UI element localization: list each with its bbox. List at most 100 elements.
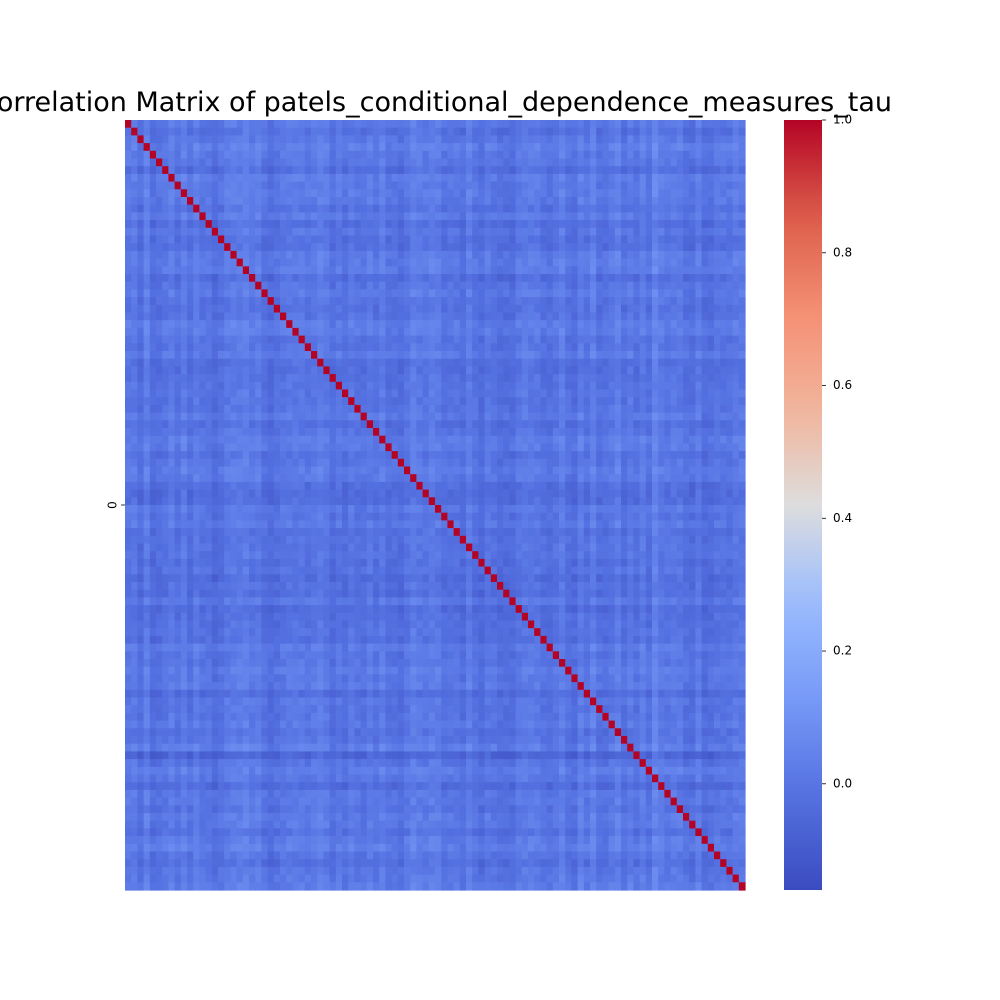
heatmap-cell xyxy=(503,189,510,198)
heatmap-cell xyxy=(497,351,504,360)
heatmap-cell xyxy=(249,481,256,491)
heatmap-cell xyxy=(521,366,529,375)
heatmap-cell xyxy=(701,158,709,167)
heatmap-cell xyxy=(280,120,287,129)
heatmap-cell xyxy=(540,412,548,421)
heatmap-cell xyxy=(205,351,213,360)
heatmap-cell xyxy=(503,497,510,506)
heatmap-cell xyxy=(497,227,504,237)
heatmap-cell xyxy=(317,143,324,152)
heatmap-cell xyxy=(652,135,659,144)
heatmap-cell xyxy=(590,351,597,360)
heatmap-cell xyxy=(515,297,523,306)
heatmap-cell xyxy=(670,458,678,468)
heatmap-cell xyxy=(193,389,200,398)
heatmap-cell xyxy=(342,343,349,352)
heatmap-cell xyxy=(242,474,250,483)
heatmap-cell xyxy=(255,150,262,160)
heatmap-cell xyxy=(236,135,244,144)
heatmap-cell xyxy=(149,404,157,414)
heatmap-cell xyxy=(583,397,591,406)
heatmap-cell xyxy=(329,327,337,337)
heatmap-cell xyxy=(168,312,176,321)
heatmap-cell xyxy=(335,235,343,244)
heatmap-cell xyxy=(385,173,393,183)
heatmap-cell xyxy=(354,274,362,283)
heatmap-cell xyxy=(645,212,653,221)
heatmap-cell xyxy=(428,266,436,275)
heatmap-cell xyxy=(459,428,467,437)
heatmap-cell xyxy=(596,343,603,352)
heatmap-cell xyxy=(559,274,566,283)
heatmap-cell xyxy=(701,381,709,391)
heatmap-cell xyxy=(298,281,306,290)
heatmap-cell xyxy=(676,312,684,321)
heatmap-cell xyxy=(422,312,430,321)
heatmap-cell xyxy=(652,351,659,360)
heatmap-cell xyxy=(478,266,486,275)
heatmap-cell xyxy=(540,381,548,391)
heatmap-cell xyxy=(466,435,473,444)
heatmap-cell xyxy=(633,443,641,452)
heatmap-cell xyxy=(726,335,734,344)
heatmap-cell xyxy=(509,197,517,206)
heatmap-cell xyxy=(559,320,566,329)
heatmap-cell xyxy=(571,358,579,367)
heatmap-cell xyxy=(125,466,132,475)
heatmap-cell-diagonal xyxy=(236,258,244,267)
heatmap-cell xyxy=(683,143,690,152)
heatmap-cell xyxy=(459,250,467,260)
heatmap-cell xyxy=(602,250,610,260)
heatmap-cell xyxy=(391,435,399,444)
heatmap-cell xyxy=(280,451,287,460)
heatmap-cell xyxy=(546,166,554,175)
heatmap-cell xyxy=(701,428,709,437)
heatmap-cell xyxy=(397,204,405,213)
heatmap-cell xyxy=(565,135,572,144)
heatmap-cells xyxy=(125,120,746,891)
heatmap-cell xyxy=(137,212,145,221)
heatmap-cell xyxy=(205,243,213,252)
heatmap-cell xyxy=(193,297,200,306)
heatmap-cell xyxy=(534,166,541,175)
heatmap-cell xyxy=(639,181,647,190)
heatmap-cell xyxy=(453,351,461,360)
heatmap-cell xyxy=(373,404,380,414)
heatmap-cell-diagonal xyxy=(149,150,157,160)
heatmap-cell xyxy=(354,474,362,483)
heatmap-cell xyxy=(261,312,269,321)
heatmap-cell xyxy=(441,135,448,144)
heatmap-cell xyxy=(354,412,362,421)
heatmap-cell xyxy=(466,250,473,260)
heatmap-cell xyxy=(428,420,436,429)
heatmap-cell xyxy=(236,335,244,344)
heatmap-cell xyxy=(267,435,275,444)
heatmap-cell xyxy=(639,481,647,491)
heatmap-cell xyxy=(552,327,560,337)
heatmap-cell xyxy=(404,166,411,175)
heatmap-cell xyxy=(174,327,182,337)
heatmap-cell xyxy=(652,289,659,298)
heatmap-cell xyxy=(292,435,300,444)
heatmap-cell xyxy=(639,412,647,421)
heatmap-cell xyxy=(738,173,746,183)
heatmap-cell xyxy=(149,289,157,298)
heatmap-cell xyxy=(342,243,349,252)
heatmap-cell xyxy=(373,220,380,229)
heatmap-cell xyxy=(348,189,355,198)
heatmap-cell xyxy=(373,120,380,129)
heatmap-cell xyxy=(335,281,343,290)
heatmap-cell xyxy=(242,297,250,306)
heatmap-cell xyxy=(664,404,672,414)
heatmap-cell xyxy=(621,212,628,221)
heatmap-cell xyxy=(131,466,138,475)
heatmap-cell xyxy=(707,397,715,406)
heatmap-cell xyxy=(577,189,585,198)
heatmap-cell xyxy=(484,150,492,160)
heatmap-cell xyxy=(695,335,703,344)
heatmap-cell xyxy=(540,143,548,152)
heatmap-cell xyxy=(614,289,622,298)
heatmap-cell xyxy=(391,289,399,298)
heatmap-cell xyxy=(497,443,504,452)
heatmap-cell xyxy=(552,158,560,167)
